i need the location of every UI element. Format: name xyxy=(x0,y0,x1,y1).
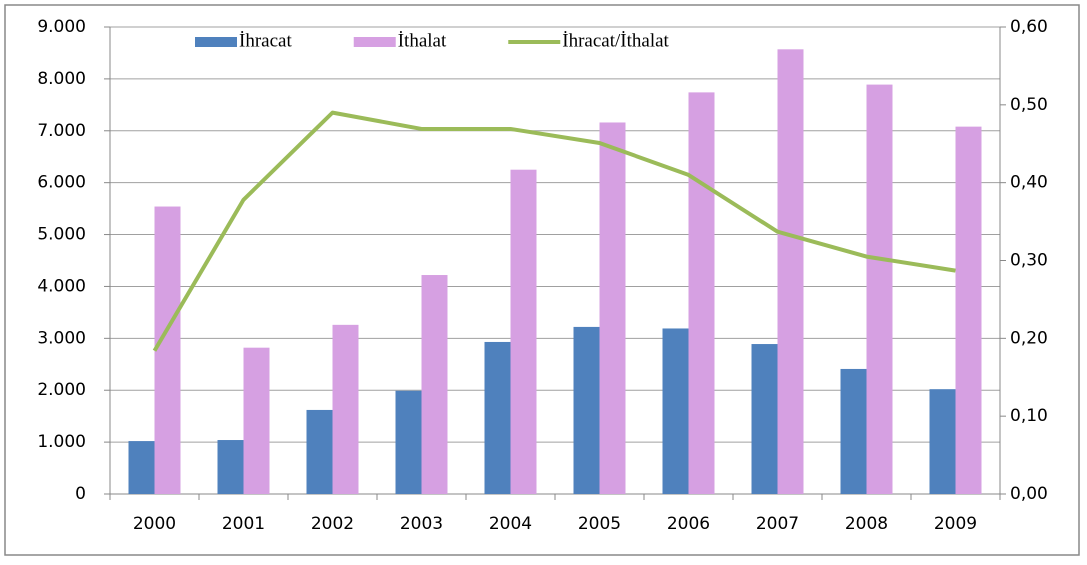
bar xyxy=(955,126,982,495)
bar xyxy=(128,441,155,494)
bar xyxy=(599,122,626,494)
legend-label: İhracat xyxy=(239,30,292,51)
y-tick-label: 4.000 xyxy=(37,276,86,296)
bar xyxy=(751,344,778,494)
x-tick-label: 2000 xyxy=(133,514,176,534)
bar xyxy=(421,275,448,494)
bar xyxy=(306,409,333,494)
bar xyxy=(217,440,244,494)
bar xyxy=(573,326,600,494)
legend-label: İhracat/İthalat xyxy=(562,30,669,51)
x-tick-label: 2009 xyxy=(934,514,977,534)
bar xyxy=(395,390,422,494)
x-tick-label: 2003 xyxy=(400,514,443,534)
y-tick-label: 3.000 xyxy=(37,328,86,348)
bar xyxy=(662,328,689,494)
line xyxy=(152,110,956,352)
bar xyxy=(777,49,804,494)
y-tick-label: 9.000 xyxy=(37,17,86,37)
x-tick-label: 2002 xyxy=(311,514,354,534)
y-tick-label: 0 xyxy=(75,484,86,504)
y-tick-label: 1.000 xyxy=(37,432,86,452)
y2-tick-label: 0,00 xyxy=(1010,484,1048,504)
legend-swatch xyxy=(195,37,237,47)
bar xyxy=(484,341,511,494)
x-tick-label: 2007 xyxy=(756,514,799,534)
legend-label: İthalat xyxy=(398,30,447,51)
x-tick-label: 2008 xyxy=(845,514,888,534)
bar xyxy=(688,92,715,494)
y-tick-label: 6.000 xyxy=(37,173,86,193)
bar xyxy=(332,324,359,494)
x-tick-label: 2001 xyxy=(222,514,265,534)
legend-swatch xyxy=(353,37,396,47)
y2-tick-label: 0,40 xyxy=(1010,173,1048,193)
x-tick-label: 2006 xyxy=(667,514,710,534)
bar xyxy=(154,206,181,494)
y-tick-label: 2.000 xyxy=(37,380,86,400)
x-tick-label: 2005 xyxy=(578,514,621,534)
bar xyxy=(243,347,270,494)
x-tick-label: 2004 xyxy=(489,514,532,534)
y2-tick-label: 0,10 xyxy=(1010,406,1048,426)
bar xyxy=(929,389,956,494)
y2-tick-label: 0,50 xyxy=(1010,95,1048,115)
y-tick-label: 7.000 xyxy=(37,121,86,141)
y-tick-label: 8.000 xyxy=(37,69,86,89)
bar xyxy=(866,84,893,494)
bar xyxy=(510,169,537,494)
bar xyxy=(840,368,867,494)
y2-tick-label: 0,60 xyxy=(1010,17,1048,37)
y2-tick-label: 0,20 xyxy=(1010,328,1048,348)
y-tick-label: 5.000 xyxy=(37,225,86,245)
chart-frame xyxy=(4,4,1080,556)
y2-tick-label: 0,30 xyxy=(1010,251,1048,271)
